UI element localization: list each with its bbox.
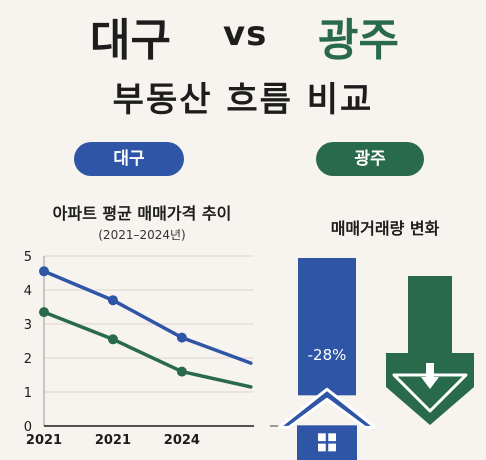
house-icon: [277, 387, 377, 460]
volume-value-label: -28%: [308, 346, 347, 364]
x-tick-label: 2021: [26, 433, 62, 448]
price-line-chart: 0 1 2 3 4 5 2021 2021 2024: [24, 250, 254, 448]
x-tick-label: 2021: [95, 433, 131, 448]
x-tick-label: 2024: [164, 433, 200, 448]
y-tick-label: 5: [24, 250, 32, 265]
volume-bar: [298, 258, 356, 396]
title-row: 대구 vs 광주: [0, 4, 486, 66]
arrow-down-icon: [386, 353, 474, 425]
data-point: [107, 334, 118, 345]
data-point: [176, 332, 187, 343]
series-line-0: [42, 269, 253, 365]
title-vs: vs: [223, 14, 268, 54]
title-gwangju: 광주: [318, 15, 399, 66]
y-tick-label: 3: [24, 318, 32, 333]
data-point: [176, 366, 187, 377]
volume-bar: [408, 276, 452, 353]
gwangju-badge: 광주: [316, 142, 424, 176]
y-tick-label: 1: [24, 386, 32, 401]
line-chart-subtitle: (2021–2024년): [98, 228, 186, 242]
data-point: [107, 295, 118, 306]
data-point: [39, 266, 49, 277]
y-tick-label: 4: [24, 284, 32, 299]
y-tick-label: 2: [24, 352, 32, 367]
volume-bar-chart: -28%-21%: [270, 258, 474, 460]
series-line-1: [42, 310, 253, 389]
data-point: [39, 307, 49, 318]
page-subtitle: 부동산 흐름 비교: [112, 80, 374, 120]
daegu-badge: 대구: [74, 142, 184, 176]
line-chart-title: 아파트 평균 매매가격 추이: [52, 204, 232, 223]
y-tick-label: 0: [24, 420, 32, 435]
volume-chart-title: 매매거래량 변화: [330, 219, 440, 238]
title-daegu: 대구: [90, 15, 171, 66]
